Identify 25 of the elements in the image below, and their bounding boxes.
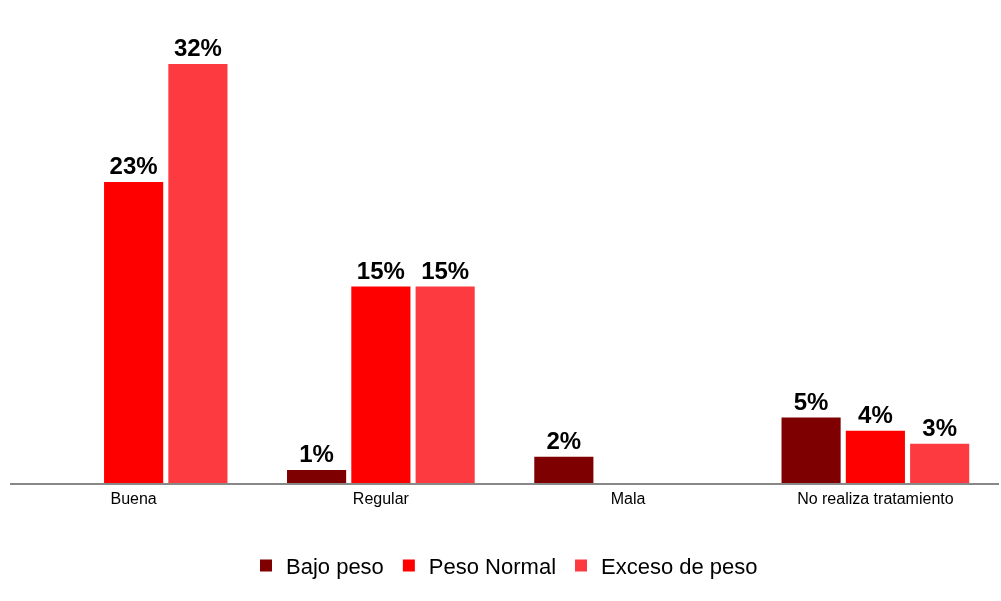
x-tick-label: Regular [352,489,410,507]
legend-label: Bajo peso [286,554,384,580]
data-label: 15% [421,256,470,284]
bar [415,286,475,483]
legend-label: Exceso de peso [601,554,758,580]
data-label: 32% [173,34,222,62]
bar [781,417,841,483]
bar [534,456,594,483]
bar [104,181,164,483]
bar [910,443,970,483]
legend-label: Peso Normal [428,554,557,580]
data-label: 15% [356,256,405,284]
data-label: 5% [793,387,829,415]
bar [351,286,411,483]
data-label: 2% [546,426,582,454]
bar [287,469,347,483]
x-tick-label: Mala [610,489,646,507]
bar [168,64,228,483]
data-label: 1% [299,439,334,467]
data-label: 4% [858,400,893,428]
x-tick-label: Buena [110,489,157,507]
x-tick-label: No realiza tratamiento [797,489,954,507]
bar [845,430,905,483]
data-label: 3% [922,413,957,441]
data-label: 23% [109,151,158,179]
